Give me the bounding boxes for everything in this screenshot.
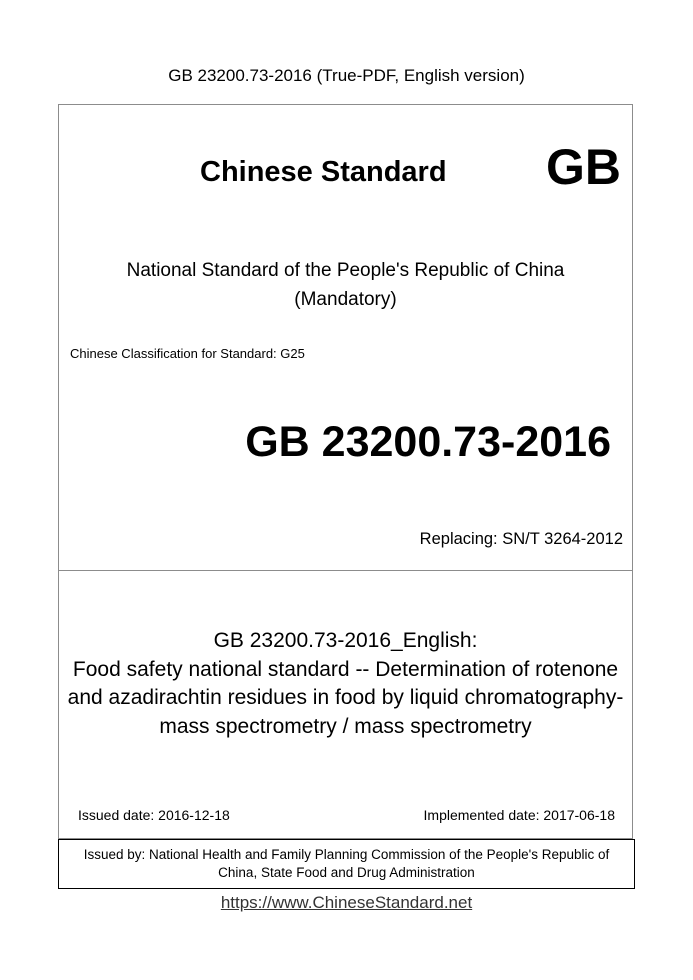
doc-title-line: mass spectrometry / mass spectrometry xyxy=(159,714,532,738)
doc-title-line: and azadirachtin residues in food by liq… xyxy=(67,686,624,709)
classification: Chinese Classification for Standard: G25 xyxy=(70,346,305,361)
cover-title: Chinese Standard xyxy=(200,156,447,188)
divider xyxy=(58,570,633,571)
national-standard-label: National Standard of the People's Republ… xyxy=(58,256,633,314)
issuer-box: Issued by: National Health and Family Pl… xyxy=(58,839,635,889)
replacing: Replacing: SN/T 3264-2012 xyxy=(419,530,623,548)
standard-number: GB 23200.73-2016 xyxy=(245,418,611,466)
implemented-date: Implemented date: 2017-06-18 xyxy=(423,807,615,823)
issued-date: Issued date: 2016-12-18 xyxy=(78,807,230,823)
issuer-line: Issued by: National Health and Family Pl… xyxy=(83,847,610,862)
document-title: GB 23200.73-2016_English: Food safety na… xyxy=(58,627,633,741)
document-header: GB 23200.73-2016 (True-PDF, English vers… xyxy=(168,66,525,85)
doc-title-line: GB 23200.73-2016_English: xyxy=(213,629,478,652)
gb-logo: GB xyxy=(546,139,621,195)
issuer-line: China, State Food and Drug Administratio… xyxy=(218,865,475,880)
cover-frame xyxy=(58,104,633,839)
mandatory-line: (Mandatory) xyxy=(294,289,397,310)
national-line: National Standard of the People's Republ… xyxy=(126,260,565,281)
doc-title-line: Food safety national standard -- Determi… xyxy=(72,657,619,681)
website-link[interactable]: https://www.ChineseStandard.net xyxy=(220,893,473,912)
